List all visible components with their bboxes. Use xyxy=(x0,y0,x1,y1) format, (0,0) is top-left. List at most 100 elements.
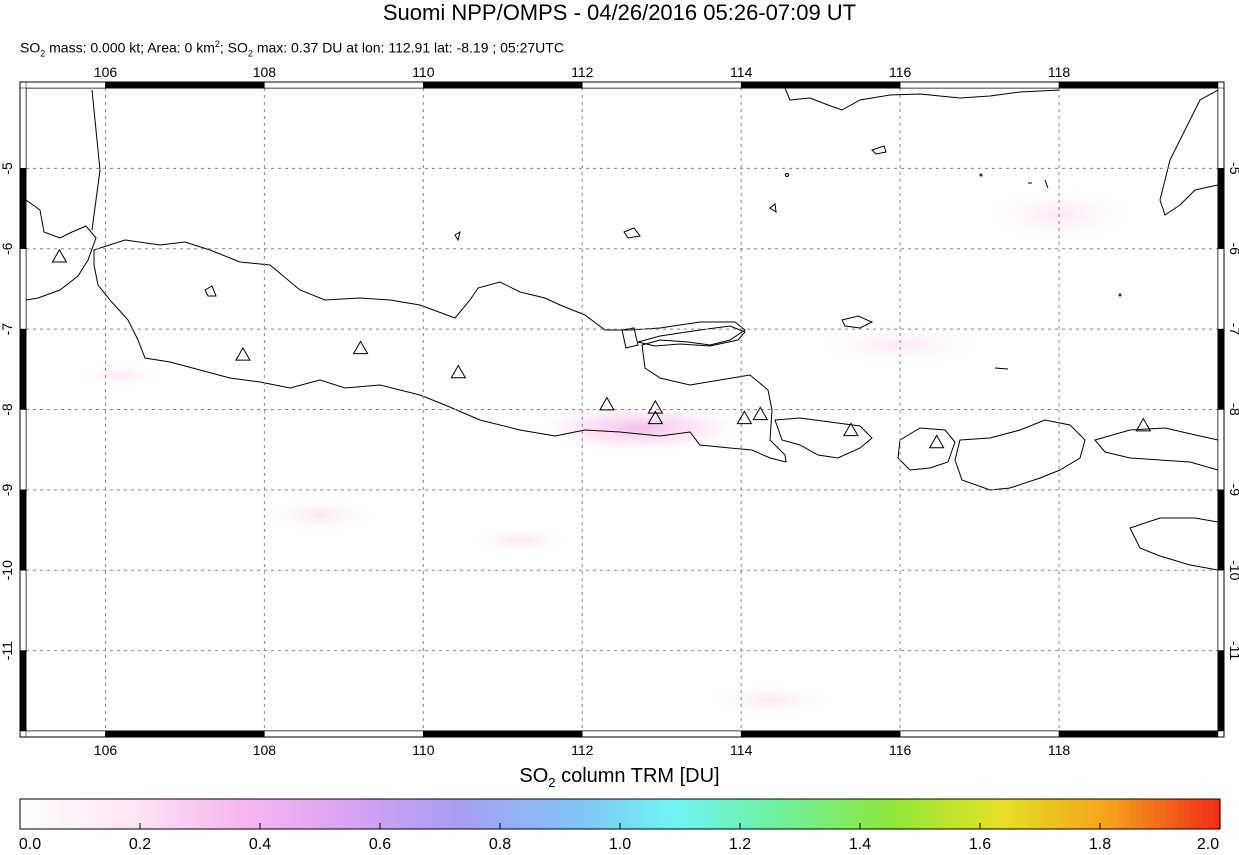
colorbar-segment xyxy=(956,799,963,829)
border-outline xyxy=(19,81,1225,738)
colorbar-segment xyxy=(1058,799,1065,829)
colorbar-segment xyxy=(1184,799,1191,829)
colorbar-segment xyxy=(1064,799,1071,829)
volcano-triangle-icon xyxy=(599,396,615,411)
colorbar-segment xyxy=(260,799,267,829)
colorbar-tick-label: 1.0 xyxy=(608,836,632,853)
colorbar-tick-label: 0.4 xyxy=(248,836,272,853)
colorbar-segment xyxy=(242,799,249,829)
colorbar-segment xyxy=(140,799,147,829)
colorbar-segment xyxy=(782,799,789,829)
colorbar-segment xyxy=(806,799,813,829)
colorbar-segment xyxy=(524,799,531,829)
colorbar-segment xyxy=(752,799,759,829)
lat-tick-label-left: -5 xyxy=(0,162,15,175)
colorbar-segment xyxy=(848,799,855,829)
colorbar-segment xyxy=(968,799,975,829)
lon-tick-label-bottom: 108 xyxy=(253,742,277,758)
lat-tick-label-right: -10 xyxy=(1227,560,1239,580)
colorbar-tick-label: 1.4 xyxy=(848,836,872,853)
colorbar-segment xyxy=(638,799,645,829)
colorbar-segment xyxy=(122,799,129,829)
colorbar-segment xyxy=(1154,799,1161,829)
volcano-triangle-icon xyxy=(450,364,467,379)
colorbar-segment xyxy=(50,799,57,829)
colorbar-segment xyxy=(80,799,87,829)
colorbar-segment xyxy=(542,799,549,829)
colorbar-segment xyxy=(1070,799,1077,829)
colorbar-segment xyxy=(824,799,831,829)
colorbar-segment xyxy=(428,799,435,829)
colorbar-segment xyxy=(518,799,525,829)
colorbar-segment xyxy=(1172,799,1179,829)
colorbar-segment xyxy=(698,799,705,829)
colorbar-segment xyxy=(308,799,315,829)
lat-tick-label-left: -10 xyxy=(0,560,15,580)
colorbar-segment xyxy=(890,799,897,829)
colorbar-segment xyxy=(464,799,471,829)
lat-tick-label-right: -6 xyxy=(1227,243,1239,256)
colorbar-segment xyxy=(392,799,399,829)
border-segment-top xyxy=(105,81,265,89)
colorbar-segment xyxy=(374,799,381,829)
colorbar-segment xyxy=(92,799,99,829)
colorbar-segment xyxy=(1160,799,1167,829)
border-segment-right xyxy=(1217,409,1225,491)
colorbar-segment xyxy=(554,799,561,829)
coastline-java xyxy=(93,239,787,463)
colorbar-segment xyxy=(344,799,351,829)
border-segment-right xyxy=(1217,650,1225,732)
border-segment-bottom xyxy=(25,730,106,738)
colorbar-segment xyxy=(380,799,387,829)
map-panel: 106 106 108 108 110 110 112 112 114 114 116 116 118 1… xyxy=(0,64,1239,758)
colorbar-segment xyxy=(1028,799,1035,829)
colorbar-segment xyxy=(794,799,801,829)
colorbar-segment xyxy=(494,799,501,829)
colorbar-segment xyxy=(902,799,909,829)
coastline-sumba xyxy=(1129,517,1218,571)
border-segment-bottom xyxy=(105,730,265,738)
border-segment-left xyxy=(19,87,27,169)
border-segment-left xyxy=(19,650,27,732)
colorbar-segment xyxy=(608,799,615,829)
tick-labels: 106 106 108 108 110 110 112 112 114 114 116 116 118 1… xyxy=(0,64,1239,758)
colorbar-segment xyxy=(254,799,261,829)
colorbar-fill xyxy=(20,799,1221,829)
colorbar-segment xyxy=(632,799,639,829)
colorbar-segment xyxy=(224,799,231,829)
colorbar-tick-label: 0.2 xyxy=(128,836,152,853)
colorbar-segment xyxy=(506,799,513,829)
colorbar-segment xyxy=(368,799,375,829)
colorbar-segment xyxy=(434,799,441,829)
colorbar-segment xyxy=(1022,799,1029,829)
colorbar-segment xyxy=(104,799,111,829)
colorbar-segment xyxy=(68,799,75,829)
colorbar-segment xyxy=(992,799,999,829)
colorbar-segment xyxy=(818,799,825,829)
colorbar-segment xyxy=(284,799,291,829)
colorbar-segment xyxy=(1178,799,1185,829)
colorbar-segment xyxy=(194,799,201,829)
colorbar-segment xyxy=(212,799,219,829)
border-segment-right xyxy=(1217,168,1225,249)
colorbar-segment xyxy=(710,799,717,829)
colorbar-segment xyxy=(530,799,537,829)
border-segment-bottom xyxy=(1058,730,1219,738)
volcano-markers xyxy=(51,248,1152,449)
colorbar-segment xyxy=(788,799,795,829)
colorbar-segment xyxy=(44,799,51,829)
colorbar-segment xyxy=(602,799,609,829)
volcano-triangle-icon xyxy=(647,399,664,414)
border-segment-left xyxy=(19,489,27,571)
colorbar-segment xyxy=(908,799,915,829)
lat-tick-label-left: -9 xyxy=(0,483,15,496)
border-segment-top xyxy=(264,81,424,89)
colorbar-segment xyxy=(926,799,933,829)
colorbar-segment xyxy=(1208,799,1215,829)
colorbar-segment xyxy=(1034,799,1041,829)
map-border xyxy=(19,81,1225,738)
colorbar-segment xyxy=(800,799,807,829)
border-segment-left xyxy=(19,248,27,330)
lat-tick-label-left: -11 xyxy=(0,641,15,660)
